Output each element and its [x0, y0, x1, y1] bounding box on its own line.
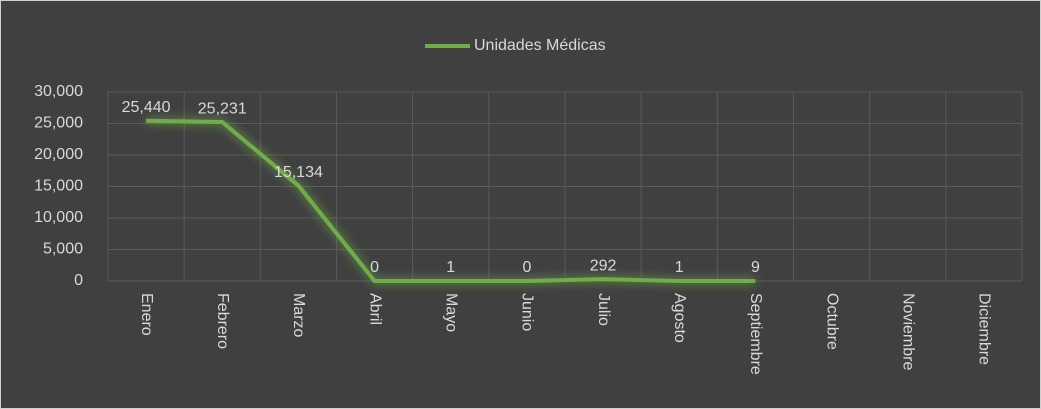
data-label: 0 [370, 259, 379, 276]
series-line [146, 118, 756, 283]
y-tick-label: 10,000 [34, 209, 83, 226]
y-tick-label: 30,000 [34, 83, 83, 100]
y-tick-label: 15,000 [34, 178, 83, 195]
y-tick-label: 0 [74, 272, 83, 289]
data-label: 292 [590, 257, 617, 274]
x-tick-label: Agosto [671, 293, 688, 343]
y-tick-label: 25,000 [34, 115, 83, 132]
x-tick-label: Marzo [290, 293, 307, 338]
x-tick-label: Julio [595, 293, 612, 326]
data-label: 0 [522, 259, 531, 276]
data-label: 25,231 [198, 100, 247, 117]
legend-label: Unidades Médicas [474, 37, 606, 54]
x-tick-label: Mayo [443, 293, 460, 332]
x-tick-label: Junio [519, 293, 536, 331]
x-tick-label: Febrero [214, 293, 231, 349]
data-label: 1 [675, 259, 684, 276]
data-label: 15,134 [274, 164, 323, 181]
x-tick-label: Septiembre [747, 293, 764, 375]
y-tick-label: 20,000 [34, 146, 83, 163]
data-label: 1 [446, 259, 455, 276]
data-label: 25,440 [122, 99, 171, 116]
x-tick-label: Octubre [823, 293, 840, 350]
x-tick-label: Diciembre [976, 293, 993, 365]
x-tick-label: Enero [138, 293, 155, 336]
data-label: 9 [751, 259, 760, 276]
x-tick-label: Noviembre [900, 293, 917, 370]
y-tick-label: 5,000 [43, 241, 83, 258]
x-tick-label: Abril [366, 293, 383, 325]
